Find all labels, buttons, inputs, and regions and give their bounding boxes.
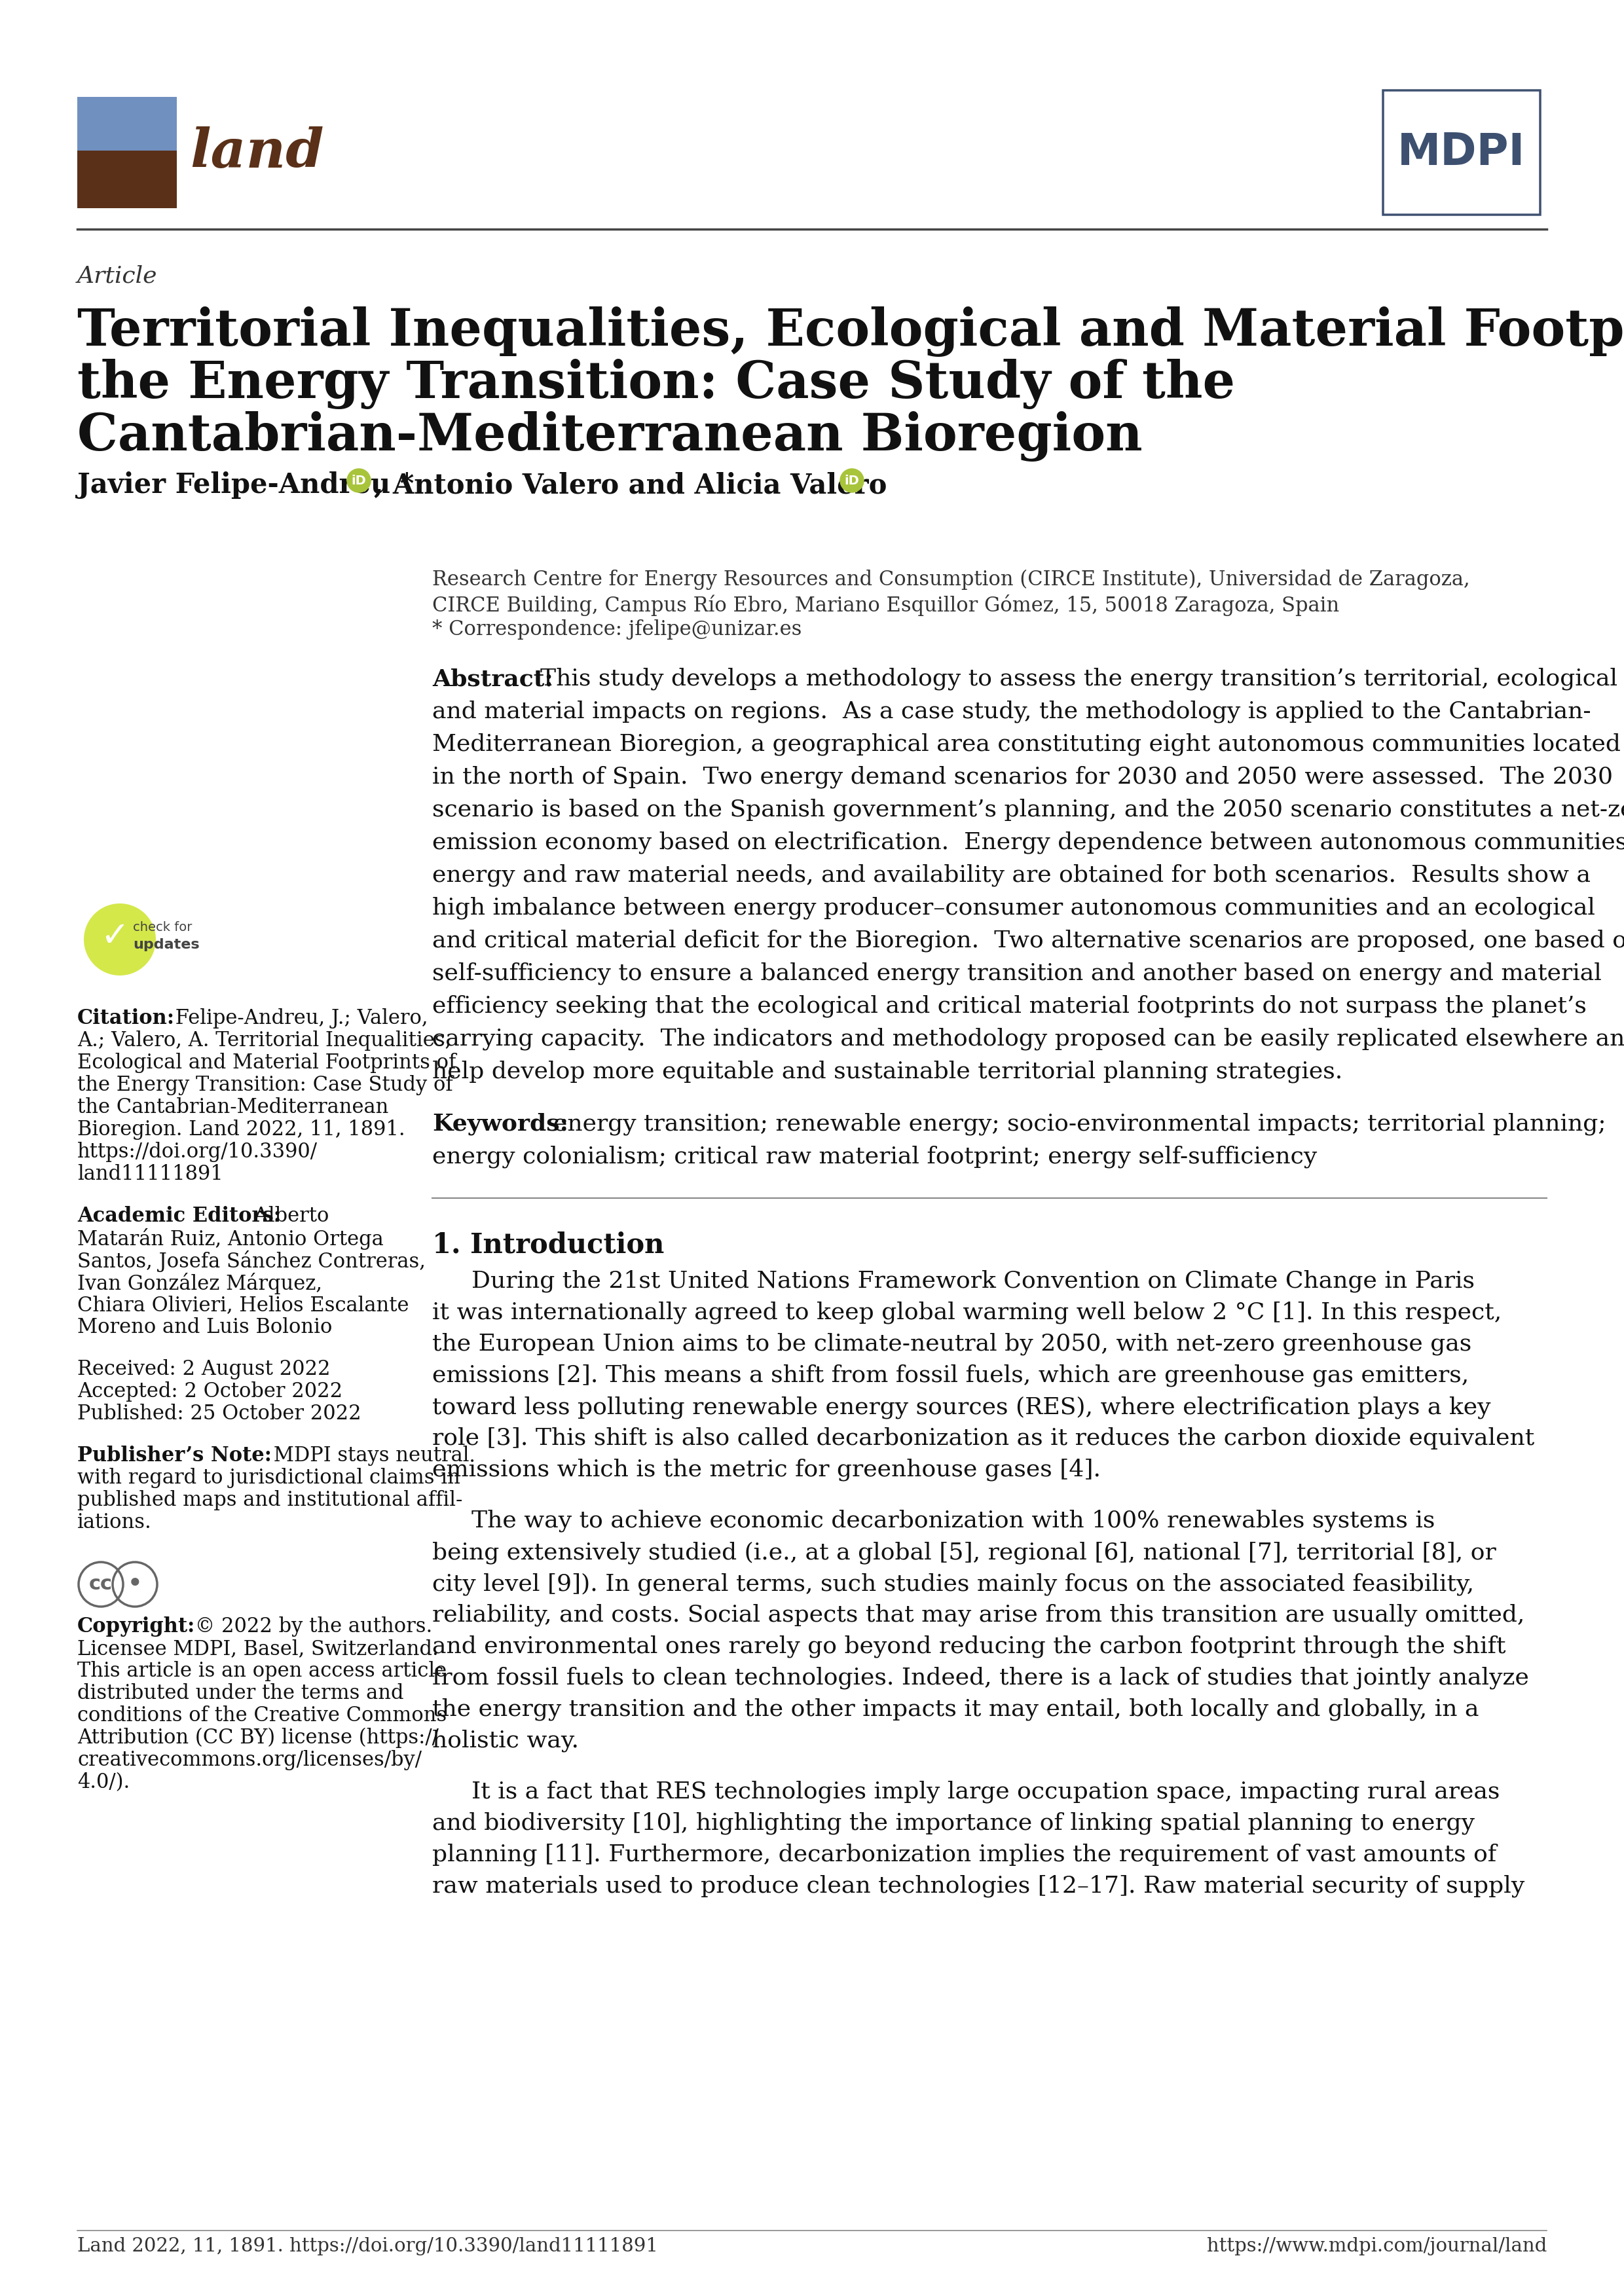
Text: the energy transition and the other impacts it may entail, both locally and glob: the energy transition and the other impa… [432,1699,1479,1722]
Text: , Antonio Valero and Alicia Valero: , Antonio Valero and Alicia Valero [374,471,887,498]
Text: land11111891: land11111891 [78,1164,222,1185]
Text: it was internationally agreed to keep global warming well below 2 °C [1]. In thi: it was internationally agreed to keep gl… [432,1302,1502,1325]
Text: the Energy Transition: Case Study of: the Energy Transition: Case Study of [78,1075,453,1095]
Text: CIRCE Building, Campus Río Ebro, Mariano Esquillor Gómez, 15, 50018 Zaragoza, Sp: CIRCE Building, Campus Río Ebro, Mariano… [432,595,1340,615]
Text: The way to achieve economic decarbonization with 100% renewables systems is: The way to achieve economic decarbonizat… [471,1511,1436,1531]
Text: 4.0/).: 4.0/). [78,1773,130,1793]
Text: Santos, Josefa Sánchez Contreras,: Santos, Josefa Sánchez Contreras, [78,1251,425,1272]
Text: land: land [190,126,323,179]
Text: toward less polluting renewable energy sources (RES), where electrification play: toward less polluting renewable energy s… [432,1396,1491,1419]
Text: energy colonialism; critical raw material footprint; energy self-sufficiency: energy colonialism; critical raw materia… [432,1146,1317,1169]
Text: energy and raw material needs, and availability are obtained for both scenarios.: energy and raw material needs, and avail… [432,863,1590,886]
Text: Bioregion. Land 2022, 11, 1891.: Bioregion. Land 2022, 11, 1891. [78,1120,404,1139]
Text: updates: updates [133,939,200,951]
Text: Matarán Ruiz, Antonio Ortega: Matarán Ruiz, Antonio Ortega [78,1228,383,1249]
Text: MDPI: MDPI [1398,131,1525,174]
Circle shape [84,902,156,976]
Text: Article: Article [78,264,158,287]
Text: Territorial Inequalities, Ecological and Material Footprints of: Territorial Inequalities, Ecological and… [78,305,1624,356]
Text: Received: 2 August 2022: Received: 2 August 2022 [78,1359,330,1380]
Text: iD: iD [351,475,367,487]
Text: the Energy Transition: Case Study of the: the Energy Transition: Case Study of the [78,358,1236,409]
Text: reliability, and costs. Social aspects that may arise from this transition are u: reliability, and costs. Social aspects t… [432,1605,1525,1626]
Text: the European Union aims to be climate-neutral by 2050, with net-zero greenhouse : the European Union aims to be climate-ne… [432,1334,1471,1355]
Bar [78,152,177,209]
Text: Abstract:: Abstract: [432,668,554,691]
Text: conditions of the Creative Commons: conditions of the Creative Commons [78,1706,447,1727]
Text: Ecological and Material Footprints of: Ecological and Material Footprints of [78,1054,456,1072]
Text: Published: 25 October 2022: Published: 25 October 2022 [78,1403,361,1424]
Text: emission economy based on electrification.  Energy dependence between autonomous: emission economy based on electrificatio… [432,831,1624,854]
Text: Citation:: Citation: [78,1008,175,1029]
Text: holistic way.: holistic way. [432,1729,578,1752]
Text: It is a fact that RES technologies imply large occupation space, impacting rural: It is a fact that RES technologies imply… [471,1782,1501,1802]
Text: creativecommons.org/licenses/by/: creativecommons.org/licenses/by/ [78,1750,422,1770]
Circle shape [348,468,370,491]
Text: self-sufficiency to ensure a balanced energy transition and another based on ene: self-sufficiency to ensure a balanced en… [432,962,1601,985]
Text: MDPI stays neutral: MDPI stays neutral [268,1446,469,1465]
Text: Alberto: Alberto [247,1205,330,1226]
Text: iD: iD [844,475,859,487]
Text: with regard to jurisdictional claims in: with regard to jurisdictional claims in [78,1467,460,1488]
Text: scenario is based on the Spanish government’s planning, and the 2050 scenario co: scenario is based on the Spanish governm… [432,799,1624,822]
Text: published maps and institutional affil-: published maps and institutional affil- [78,1490,463,1511]
Text: and material impacts on regions.  As a case study, the methodology is applied to: and material impacts on regions. As a ca… [432,700,1592,723]
Text: Land 2022, 11, 1891. https://doi.org/10.3390/land11111891: Land 2022, 11, 1891. https://doi.org/10.… [78,2236,658,2255]
Text: •: • [127,1570,143,1598]
Text: https://www.mdpi.com/journal/land: https://www.mdpi.com/journal/land [1207,2236,1546,2255]
Text: Ivan González Márquez,: Ivan González Márquez, [78,1272,322,1295]
Text: During the 21st United Nations Framework Convention on Climate Change in Paris: During the 21st United Nations Framework… [471,1270,1475,1293]
Text: being extensively studied (i.e., at a global [5], regional [6], national [7], te: being extensively studied (i.e., at a gl… [432,1541,1496,1564]
Text: Cantabrian-Mediterranean Bioregion: Cantabrian-Mediterranean Bioregion [78,411,1142,461]
Text: This article is an open access article: This article is an open access article [78,1660,447,1681]
Text: in the north of Spain.  Two energy demand scenarios for 2030 and 2050 were asses: in the north of Spain. Two energy demand… [432,767,1613,788]
Text: distributed under the terms and: distributed under the terms and [78,1683,404,1704]
Text: carrying capacity.  The indicators and methodology proposed can be easily replic: carrying capacity. The indicators and me… [432,1029,1624,1052]
Text: emissions [2]. This means a shift from fossil fuels, which are greenhouse gas em: emissions [2]. This means a shift from f… [432,1364,1470,1387]
Text: efficiency seeking that the ecological and critical material footprints do not s: efficiency seeking that the ecological a… [432,994,1587,1017]
Text: 1. Introduction: 1. Introduction [432,1231,664,1258]
Text: and environmental ones rarely go beyond reducing the carbon footprint through th: and environmental ones rarely go beyond … [432,1635,1505,1658]
Text: Academic Editors:: Academic Editors: [78,1205,281,1226]
Text: and critical material deficit for the Bioregion.  Two alternative scenarios are : and critical material deficit for the Bi… [432,930,1624,953]
Text: Moreno and Luis Bolonio: Moreno and Luis Bolonio [78,1318,333,1339]
Text: © 2022 by the authors.: © 2022 by the authors. [188,1616,432,1637]
Text: city level [9]). In general terms, such studies mainly focus on the associated f: city level [9]). In general terms, such … [432,1573,1475,1596]
Text: Attribution (CC BY) license (https://: Attribution (CC BY) license (https:// [78,1727,438,1747]
Text: * Correspondence: jfelipe@unizar.es: * Correspondence: jfelipe@unizar.es [432,620,802,641]
Text: from fossil fuels to clean technologies. Indeed, there is a lack of studies that: from fossil fuels to clean technologies.… [432,1667,1528,1690]
Text: iations.: iations. [78,1513,151,1534]
Text: Keywords:: Keywords: [432,1114,568,1137]
Text: Mediterranean Bioregion, a geographical area constituting eight autonomous commu: Mediterranean Bioregion, a geographical … [432,732,1621,755]
Bar [78,96,177,152]
Text: This study develops a methodology to assess the energy transition’s territorial,: This study develops a methodology to ass… [541,668,1618,691]
Text: Chiara Olivieri, Helios Escalante: Chiara Olivieri, Helios Escalante [78,1295,409,1316]
Text: raw materials used to produce clean technologies [12–17]. Raw material security : raw materials used to produce clean tech… [432,1876,1525,1896]
Text: https://doi.org/10.3390/: https://doi.org/10.3390/ [78,1141,318,1162]
Text: emissions which is the metric for greenhouse gases [4].: emissions which is the metric for greenh… [432,1458,1101,1481]
Text: and biodiversity [10], highlighting the importance of linking spatial planning t: and biodiversity [10], highlighting the … [432,1812,1475,1835]
Text: Felipe-Andreu, J.; Valero,: Felipe-Andreu, J.; Valero, [169,1008,429,1029]
Text: role [3]. This shift is also called decarbonization as it reduces the carbon dio: role [3]. This shift is also called deca… [432,1428,1535,1449]
Text: A.; Valero, A. Territorial Inequalities,: A.; Valero, A. Territorial Inequalities, [78,1031,451,1052]
Text: high imbalance between energy producer–consumer autonomous communities and an ec: high imbalance between energy producer–c… [432,898,1595,918]
Text: the Cantabrian-Mediterranean: the Cantabrian-Mediterranean [78,1097,388,1118]
Text: help develop more equitable and sustainable territorial planning strategies.: help develop more equitable and sustaina… [432,1061,1343,1084]
Text: Research Centre for Energy Resources and Consumption (CIRCE Institute), Universi: Research Centre for Energy Resources and… [432,569,1470,590]
Circle shape [840,468,864,491]
Text: check for: check for [133,921,192,934]
Text: energy transition; renewable energy; socio-environmental impacts; territorial pl: energy transition; renewable energy; soc… [554,1114,1606,1137]
Text: cc: cc [89,1575,112,1593]
Text: planning [11]. Furthermore, decarbonization implies the requirement of vast amou: planning [11]. Furthermore, decarbonizat… [432,1844,1496,1867]
Text: Publisher’s Note:: Publisher’s Note: [78,1446,271,1465]
Text: ✓: ✓ [101,918,128,953]
Text: Copyright:: Copyright: [78,1616,195,1637]
Text: Accepted: 2 October 2022: Accepted: 2 October 2022 [78,1382,343,1401]
Text: Javier Felipe-Andreu *: Javier Felipe-Andreu * [78,471,414,498]
Text: Licensee MDPI, Basel, Switzerland.: Licensee MDPI, Basel, Switzerland. [78,1639,438,1660]
